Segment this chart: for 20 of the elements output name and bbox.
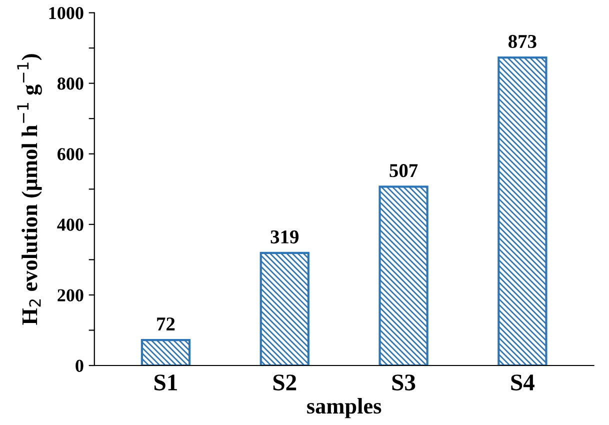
- x-tick-label: S3: [392, 374, 416, 390]
- y-tick-label: 0: [76, 360, 84, 372]
- data-label: 319: [270, 230, 299, 244]
- y-tick-label: 400: [57, 218, 84, 231]
- bar: [140, 339, 191, 366]
- y-tick-label: 600: [58, 148, 84, 160]
- bar: [260, 252, 310, 366]
- y-tick-label: 800: [57, 78, 84, 90]
- x-tick-label: S1: [154, 374, 177, 390]
- y-axis-title: H$_{2}$ evolution (μmol h$^{−1}$ g$^{−1}$): [17, 54, 42, 325]
- bar: [498, 56, 548, 366]
- bar: [378, 186, 428, 366]
- x-tick-label: S2: [273, 374, 296, 390]
- x-tick-label: S4: [511, 374, 534, 390]
- y-tick-label: 200: [58, 289, 84, 302]
- y-tick-label: 1000: [49, 7, 84, 20]
- data-label: 72: [157, 318, 175, 330]
- data-label: 507: [390, 164, 418, 178]
- data-label: 873: [508, 34, 536, 48]
- x-axis-title: samples: [307, 398, 382, 418]
